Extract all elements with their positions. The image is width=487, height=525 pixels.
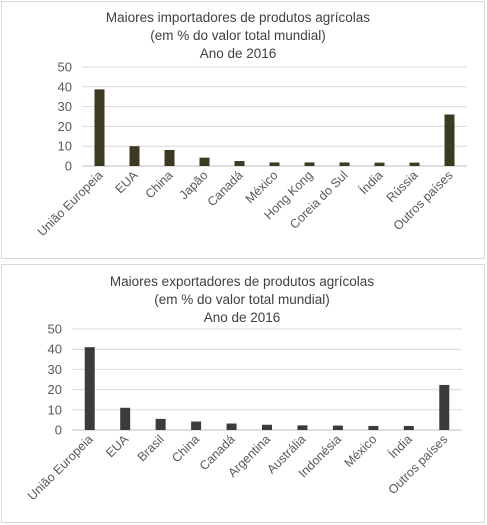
importers-bar — [164, 149, 175, 166]
exporters-chart-title-line-3: Ano de 2016 — [204, 310, 281, 325]
exporters-bar — [84, 347, 95, 430]
exporters-category-label: EUA — [103, 432, 132, 461]
importers-bar — [374, 162, 385, 166]
exporters-bar — [226, 423, 237, 430]
exporters-bar — [191, 421, 202, 430]
exporters-y-tick-label: 0 — [55, 423, 62, 438]
exporters-bar — [120, 407, 131, 430]
exporters-bar — [368, 425, 379, 430]
exporters-bar — [332, 425, 343, 430]
exporters-bar — [403, 425, 414, 430]
importers-category-label: EUA — [113, 168, 142, 197]
importers-chart-title-line-1: Maiores importadores de produtos agrícol… — [106, 10, 370, 25]
exporters-category-label: União Europeia — [25, 432, 96, 503]
importers-bar — [339, 162, 350, 166]
importers-y-tick-label: 40 — [58, 79, 72, 94]
exporters-bar — [262, 424, 272, 430]
importers-chart-panel: Maiores importadores de produtos agrícol… — [1, 1, 485, 259]
importers-category-label: União Europeia — [35, 168, 106, 239]
exporters-y-tick-label: 30 — [48, 362, 62, 377]
exporters-bar — [439, 384, 450, 430]
importers-bar — [409, 162, 420, 166]
importers-y-tick-label: 10 — [58, 139, 72, 154]
exporters-bar-chart: Maiores exportadores de produtos agrícol… — [25, 274, 462, 503]
importers-chart-title-line-3: Ano de 2016 — [200, 46, 277, 61]
importers-y-tick-label: 50 — [58, 60, 72, 75]
exporters-chart-panel: Maiores exportadores de produtos agrícol… — [1, 264, 485, 523]
importers-bar — [199, 157, 210, 166]
importers-category-label: China — [143, 168, 176, 201]
importers-bar — [269, 162, 280, 166]
exporters-chart-title-line-2: (em % do valor total mundial) — [154, 292, 330, 307]
importers-chart-title-line-2: (em % do valor total mundial) — [150, 28, 326, 43]
exporters-bar — [297, 425, 308, 430]
importers-category-label: Índia — [356, 167, 386, 197]
exporters-category-label: China — [169, 432, 202, 465]
exporters-category-label: Índia — [385, 431, 415, 461]
importers-bar — [234, 161, 245, 166]
exporters-category-label: México — [342, 432, 380, 470]
importers-bar — [444, 114, 455, 166]
importers-y-tick-label: 0 — [65, 159, 72, 174]
exporters-y-tick-label: 10 — [48, 402, 62, 417]
importers-bar — [304, 162, 315, 166]
importers-bar-chart: Maiores importadores de produtos agrícol… — [35, 10, 467, 239]
exporters-y-tick-label: 50 — [48, 322, 62, 337]
importers-y-tick-label: 20 — [58, 119, 72, 134]
exporters-bar — [155, 418, 166, 430]
exporters-chart-title-line-1: Maiores exportadores de produtos agrícol… — [110, 274, 374, 289]
importers-y-tick-label: 30 — [58, 99, 72, 114]
exporters-category-label: Brasil — [135, 432, 167, 464]
importers-category-label: Canadá — [205, 168, 246, 209]
exporters-y-tick-label: 40 — [48, 342, 62, 357]
importers-bar — [129, 146, 140, 166]
exporters-y-tick-label: 20 — [48, 382, 62, 397]
importers-bar — [94, 89, 105, 166]
